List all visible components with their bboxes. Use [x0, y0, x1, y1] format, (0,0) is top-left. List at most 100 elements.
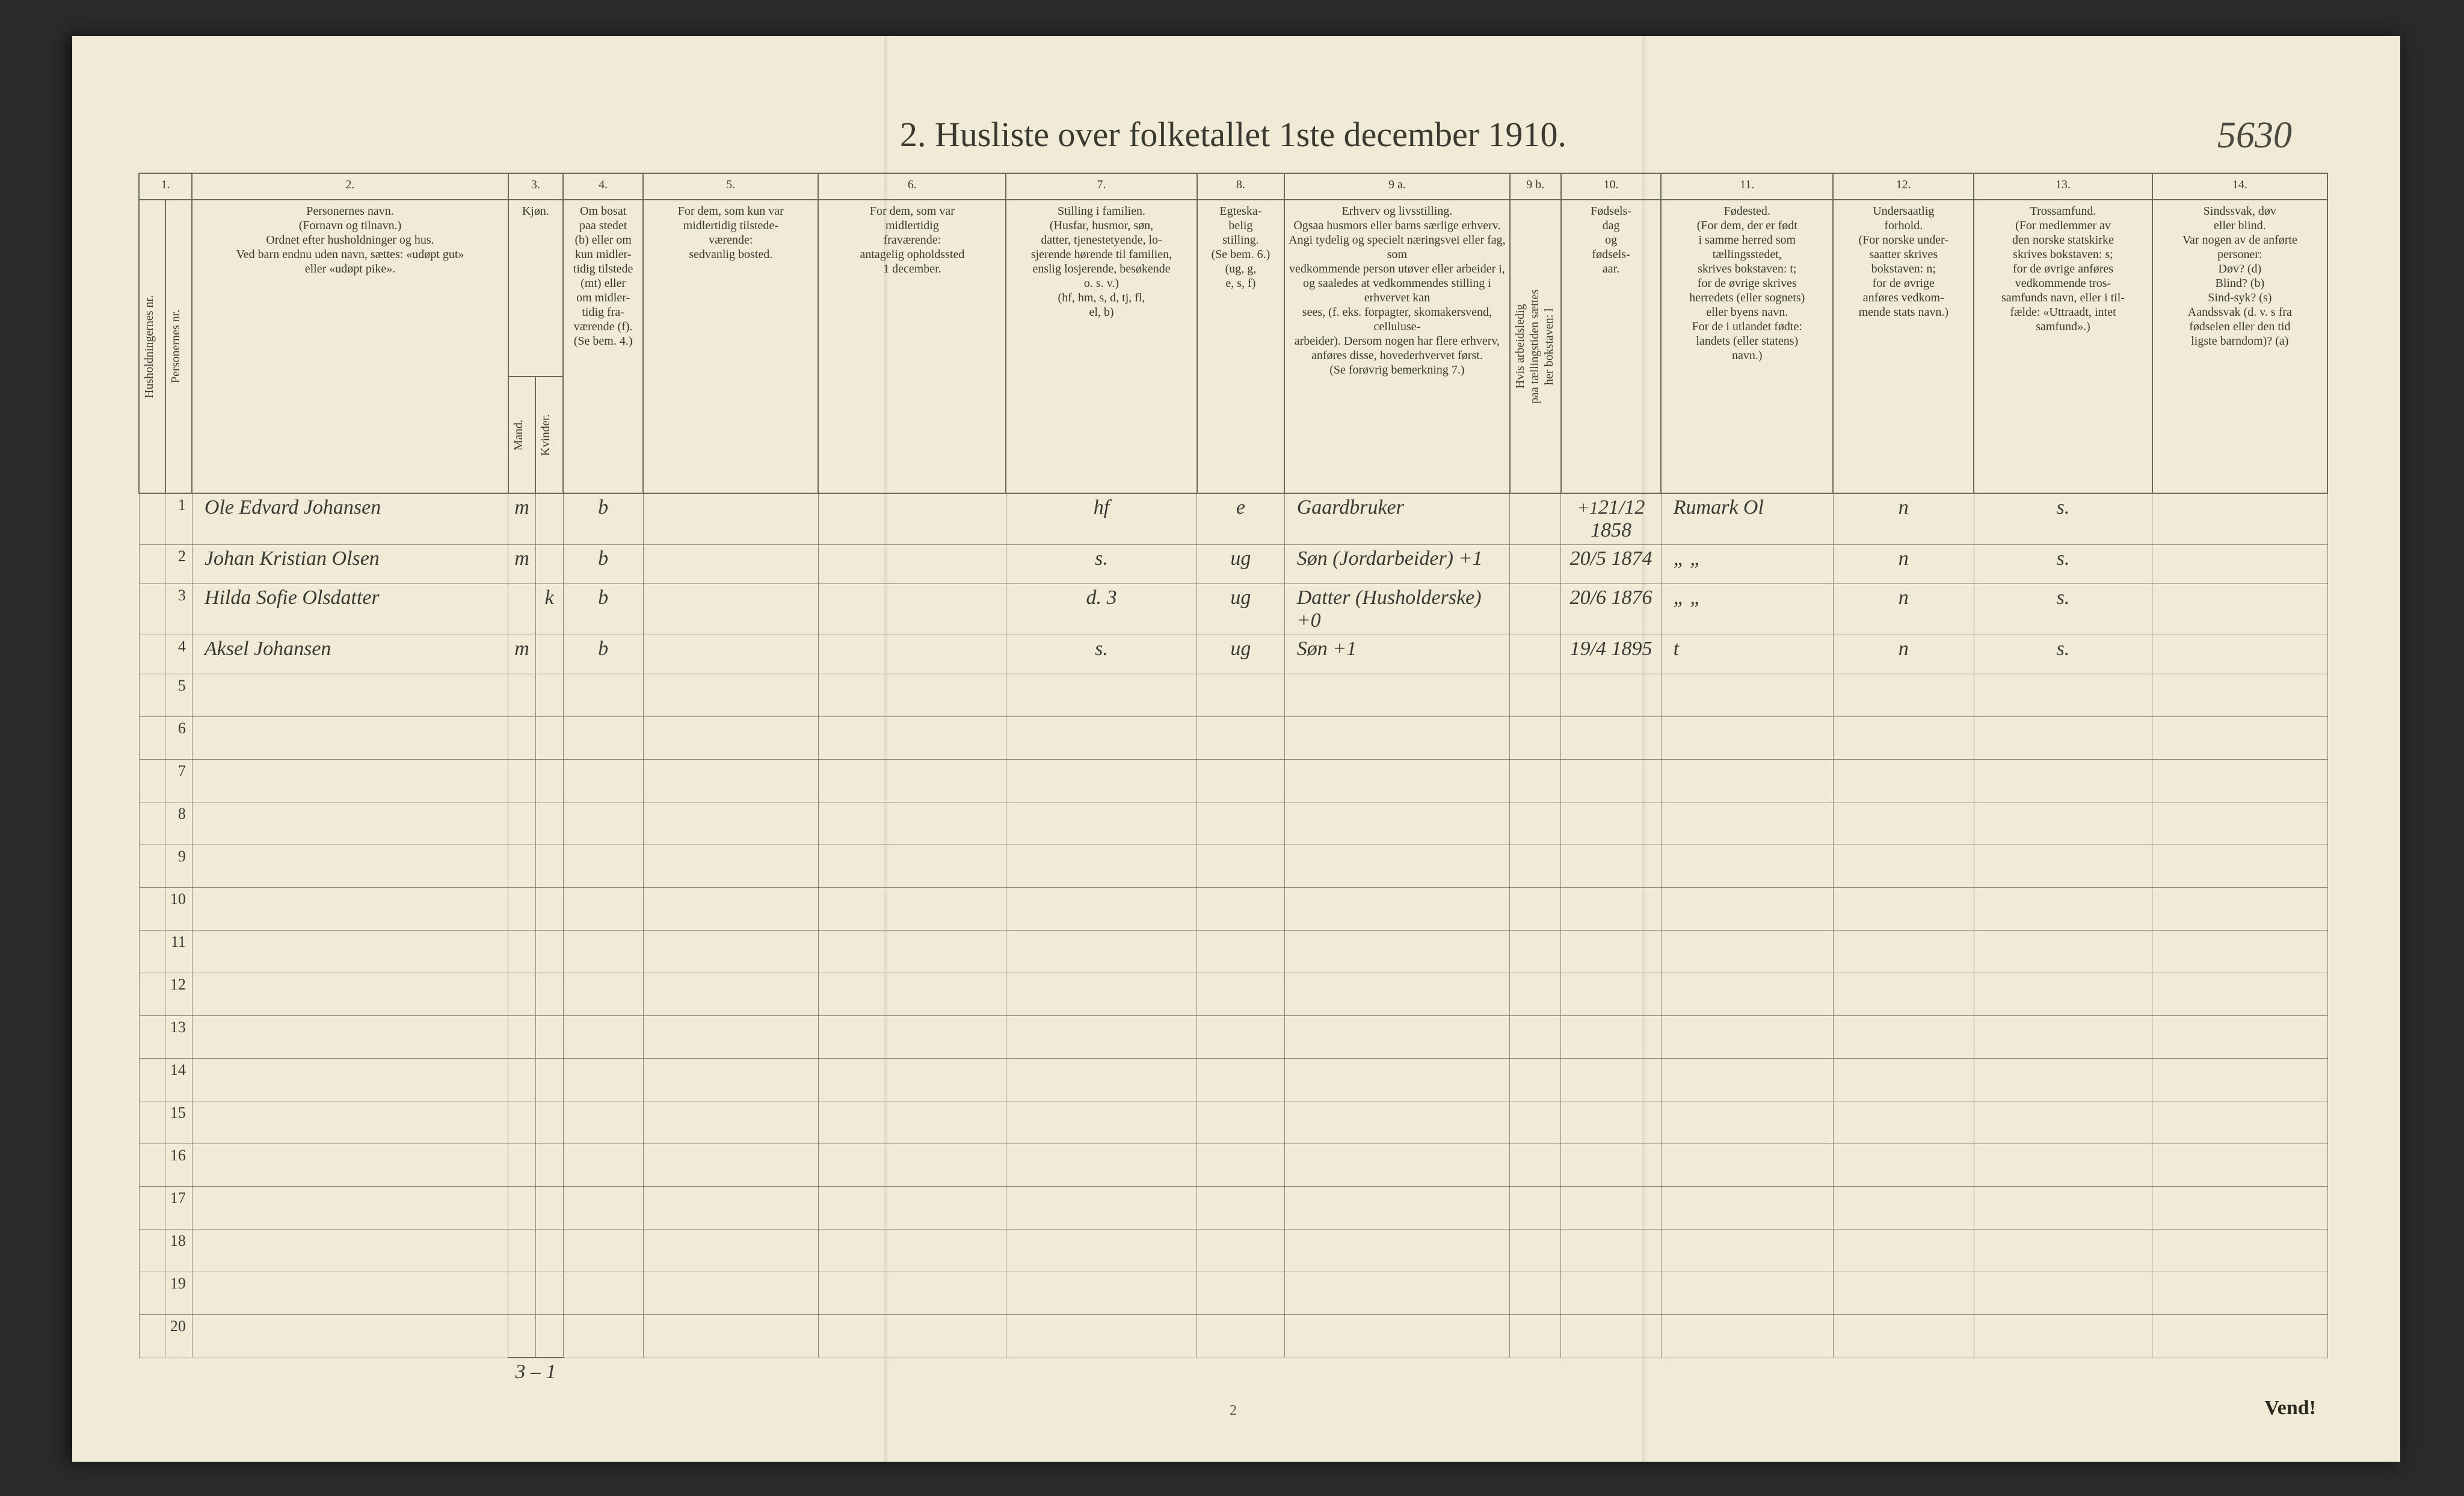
table-body: 1Ole Edvard JohansenmbhfeGaardbruker+121…	[139, 493, 2327, 1397]
table-row: 17	[139, 1187, 2327, 1230]
sindssvak-cell	[2152, 760, 2327, 802]
egte-cell	[1197, 674, 1285, 717]
tilstede-cell	[643, 493, 818, 545]
fodselsdato-cell	[1561, 1187, 1661, 1230]
fravaerende-cell	[818, 584, 1006, 635]
sex-m-cell	[508, 584, 536, 635]
household-nr-cell	[139, 1315, 165, 1358]
sex-k-cell	[535, 1059, 563, 1101]
fravaerende-cell	[818, 635, 1006, 674]
fodested-cell	[1661, 931, 1833, 973]
fodselsdato-cell	[1561, 888, 1661, 931]
col-num: 11.	[1661, 173, 1833, 200]
erhverv-cell	[1284, 845, 1509, 888]
bosat-cell	[563, 1144, 643, 1187]
fodested-cell: t	[1661, 635, 1833, 674]
sex-m-cell	[508, 1144, 536, 1187]
fodselsdato-cell	[1561, 674, 1661, 717]
sindssvak-cell	[2152, 1272, 2327, 1315]
sex-k-cell	[535, 1272, 563, 1315]
fodselsdato-cell	[1561, 802, 1661, 845]
name-cell	[192, 802, 508, 845]
fodested-cell	[1661, 1230, 1833, 1272]
name-cell	[192, 674, 508, 717]
sex-m-cell	[508, 1272, 536, 1315]
sex-k-cell	[535, 674, 563, 717]
arbeidsledig-cell	[1510, 717, 1561, 760]
table-header: 1. 2. 3. 4. 5. 6. 7. 8. 9 a. 9 b. 10. 11…	[139, 173, 2327, 493]
sindssvak-cell	[2152, 888, 2327, 931]
census-table: 1. 2. 3. 4. 5. 6. 7. 8. 9 a. 9 b. 10. 11…	[138, 173, 2328, 1397]
household-nr-cell	[139, 674, 165, 717]
person-nr-cell: 2	[165, 545, 192, 584]
trossamfund-cell	[1974, 1272, 2152, 1315]
tilstede-cell	[643, 674, 818, 717]
arbeidsledig-cell	[1510, 888, 1561, 931]
stilling-cell	[1006, 674, 1197, 717]
fodested-cell: „ „	[1661, 584, 1833, 635]
sex-k-cell	[535, 1101, 563, 1144]
header-arbeidsledig: Hvis arbeidsledig paa tællingstiden sætt…	[1510, 200, 1561, 493]
sindssvak-cell	[2152, 635, 2327, 674]
stilling-cell: hf	[1006, 493, 1197, 545]
fravaerende-cell	[818, 1016, 1006, 1059]
bosat-cell	[563, 973, 643, 1016]
stilling-cell	[1006, 1230, 1197, 1272]
sex-k-cell	[535, 760, 563, 802]
table-row: 7	[139, 760, 2327, 802]
sex-m-cell	[508, 1059, 536, 1101]
erhverv-cell	[1284, 973, 1509, 1016]
fodested-cell: „ „	[1661, 545, 1833, 584]
arbeidsledig-cell	[1510, 973, 1561, 1016]
bosat-cell: b	[563, 493, 643, 545]
trossamfund-cell	[1974, 1187, 2152, 1230]
erhverv-cell	[1284, 1016, 1509, 1059]
tilstede-cell	[643, 1272, 818, 1315]
header-trossamfund: Trossamfund. (For medlemmer av den norsk…	[1974, 200, 2152, 493]
person-nr-cell: 11	[165, 931, 192, 973]
fravaerende-cell	[818, 1187, 1006, 1230]
fravaerende-cell	[818, 493, 1006, 545]
stilling-cell: s.	[1006, 545, 1197, 584]
undersaatlig-cell	[1833, 1059, 1974, 1101]
fravaerende-cell	[818, 802, 1006, 845]
name-cell: Hilda Sofie Olsdatter	[192, 584, 508, 635]
trossamfund-cell	[1974, 1016, 2152, 1059]
fodselsdato-cell	[1561, 845, 1661, 888]
sex-m-cell: m	[508, 493, 536, 545]
egte-cell: ug	[1197, 635, 1285, 674]
person-nr-cell: 19	[165, 1272, 192, 1315]
sex-k-cell	[535, 493, 563, 545]
tilstede-cell	[643, 545, 818, 584]
household-nr-cell	[139, 545, 165, 584]
erhverv-cell	[1284, 674, 1509, 717]
col-num: 5.	[643, 173, 818, 200]
egte-cell	[1197, 1101, 1285, 1144]
undersaatlig-cell	[1833, 1016, 1974, 1059]
arbeidsledig-cell	[1510, 802, 1561, 845]
header-label-row: Husholdningernes nr. Personernes nr. Per…	[139, 200, 2327, 377]
fodselsdato-cell	[1561, 1272, 1661, 1315]
fodselsdato-cell: 19/4 1895	[1561, 635, 1661, 674]
page-title: 2. Husliste over folketallet 1ste decemb…	[138, 114, 2328, 155]
name-cell: Ole Edvard Johansen	[192, 493, 508, 545]
stilling-cell	[1006, 973, 1197, 1016]
table-row: 6	[139, 717, 2327, 760]
col-num: 10.	[1561, 173, 1661, 200]
fodselsdato-cell	[1561, 760, 1661, 802]
sex-k-cell	[535, 802, 563, 845]
undersaatlig-cell	[1833, 1272, 1974, 1315]
undersaatlig-cell: n	[1833, 635, 1974, 674]
tilstede-cell	[643, 760, 818, 802]
table-row: 20	[139, 1315, 2327, 1358]
household-nr-cell	[139, 493, 165, 545]
table-row: 19	[139, 1272, 2327, 1315]
bosat-cell	[563, 1059, 643, 1101]
household-nr-cell	[139, 931, 165, 973]
fodselsdato-cell	[1561, 1059, 1661, 1101]
stilling-cell	[1006, 1187, 1197, 1230]
fodested-cell	[1661, 1272, 1833, 1315]
sex-k-cell	[535, 1144, 563, 1187]
trossamfund-cell	[1974, 931, 2152, 973]
fodested-cell	[1661, 760, 1833, 802]
